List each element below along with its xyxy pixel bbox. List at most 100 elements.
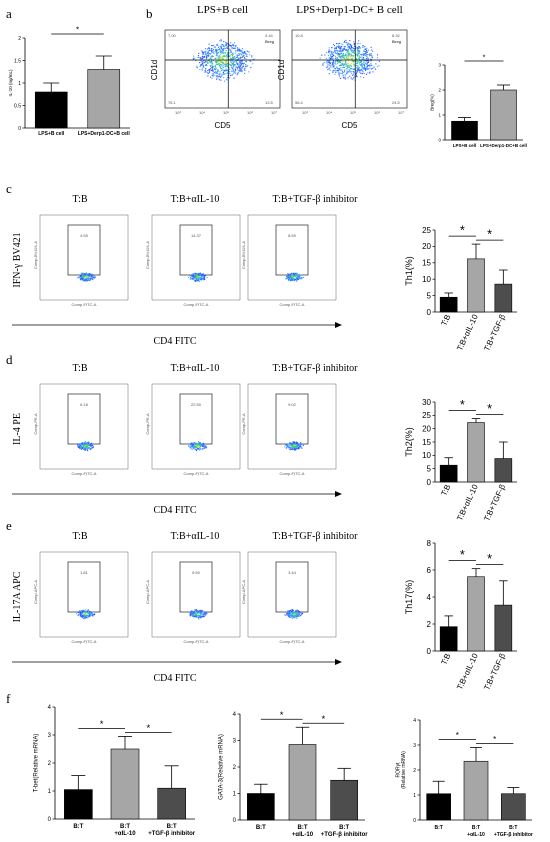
scatter-point	[296, 279, 298, 281]
scatter-point	[216, 76, 218, 78]
scatter-point	[362, 63, 364, 65]
scatter-point	[216, 63, 218, 65]
category-label: T:B+TGF-β	[482, 483, 507, 523]
scatter-point	[232, 74, 234, 76]
scatter-point	[204, 70, 206, 72]
scatter-point	[211, 48, 213, 50]
scatter-point	[200, 60, 202, 62]
scatter-point	[338, 46, 340, 49]
flow-title: T:B	[72, 531, 87, 542]
scatter-point	[342, 60, 344, 63]
scatter-point	[339, 53, 341, 56]
scatter-point	[344, 49, 347, 52]
scatter-point	[300, 615, 302, 617]
scatter-point	[350, 68, 352, 70]
scatter-point	[200, 274, 202, 276]
scatter-point	[236, 55, 239, 57]
scatter-point	[93, 277, 95, 279]
scatter-point	[80, 277, 82, 279]
scatter-point	[226, 52, 228, 54]
scatter-point	[285, 278, 288, 280]
scatter-point	[208, 72, 210, 74]
scatter-point	[357, 69, 359, 71]
scatter-point	[228, 63, 230, 65]
scatter-point	[77, 445, 79, 448]
scatter-point	[204, 616, 206, 618]
scatter-point	[236, 74, 238, 76]
gate-value: 22.50	[191, 402, 202, 407]
scatter-point	[355, 72, 357, 74]
axis-x-caption: Comp-FITC-A	[280, 639, 305, 644]
y-tick-label: 4	[413, 718, 416, 724]
bar-chart-b: 0 1 2 3 Breg(%) LPS+B cell LPS+Derp1-DC+B cell…	[429, 53, 527, 149]
quadrant-value: 3.44	[265, 33, 274, 38]
scatter-point	[215, 68, 217, 70]
scatter-point	[197, 55, 200, 57]
scatter-point	[80, 447, 82, 449]
scatter-point	[239, 68, 241, 71]
scatter-point	[206, 60, 208, 63]
scatter-point	[336, 46, 338, 48]
scatter-point	[80, 444, 82, 446]
scatter-point	[199, 69, 201, 71]
scatter-point	[193, 57, 195, 59]
category-label: +αIL-10	[292, 832, 314, 838]
tick-label: 10⁵	[223, 110, 229, 115]
scatter-point	[348, 54, 350, 56]
scatter-point	[336, 70, 338, 72]
scatter-point	[211, 51, 213, 53]
scatter-point	[224, 70, 226, 72]
scatter-point	[253, 58, 255, 60]
scatter-point	[82, 445, 85, 447]
scatter-point	[353, 65, 355, 67]
scatter-point	[341, 50, 343, 52]
scatter-point	[356, 53, 359, 56]
scatter-point	[353, 53, 355, 55]
scatter-point	[193, 55, 195, 57]
scatter-point	[335, 47, 337, 50]
row-y-label: IL-4 PE	[12, 413, 23, 445]
scatter-point	[79, 277, 81, 279]
scatter-point	[239, 57, 241, 60]
scatter-point	[346, 42, 348, 44]
scatter-point	[232, 72, 234, 74]
scatter-point	[220, 39, 222, 41]
scatter-point	[361, 58, 363, 60]
scatter-point	[234, 71, 236, 73]
scatter-point	[349, 69, 351, 72]
scatter-point	[375, 63, 377, 65]
flow-plot-e-3: T:B+TGF-β inhibitor 3.44 Comp-FITC-A Comp-A…	[241, 531, 358, 644]
scatter-point	[201, 444, 203, 446]
scatter-point	[294, 442, 296, 444]
scatter-point	[212, 56, 214, 58]
scatter-point	[362, 68, 365, 70]
scatter-point	[219, 55, 221, 58]
scatter-point	[204, 64, 206, 66]
scatter-point	[230, 50, 232, 52]
scatter-point	[342, 74, 344, 76]
scatter-point	[233, 77, 235, 79]
scatter-point	[210, 49, 212, 51]
category-label: T:B+αIL-10	[455, 652, 480, 692]
scatter-point	[362, 45, 364, 47]
category-label: LPS+Derp1-DC+B cell	[78, 131, 131, 137]
category-label: LPS+Derp1-DC+B cell	[480, 143, 527, 148]
gate-value: 4.55	[80, 233, 89, 238]
scatter-point	[295, 275, 297, 277]
scatter-point	[202, 51, 204, 53]
scatter-point	[205, 58, 208, 60]
scatter-point	[200, 276, 202, 278]
y-tick-label: 0	[413, 818, 416, 824]
axis-x-caption: Comp-FITC-A	[280, 471, 305, 476]
scatter-point	[336, 49, 338, 51]
scatter-point	[84, 617, 86, 619]
scatter-point	[246, 50, 248, 52]
bar	[110, 748, 140, 820]
scatter-point	[251, 55, 253, 57]
scatter-point	[289, 447, 291, 449]
significance-star: *	[100, 719, 104, 730]
scatter-point	[195, 278, 197, 280]
scatter-point	[333, 55, 335, 57]
category-label: B:T	[73, 824, 83, 830]
scatter-point	[219, 63, 221, 65]
